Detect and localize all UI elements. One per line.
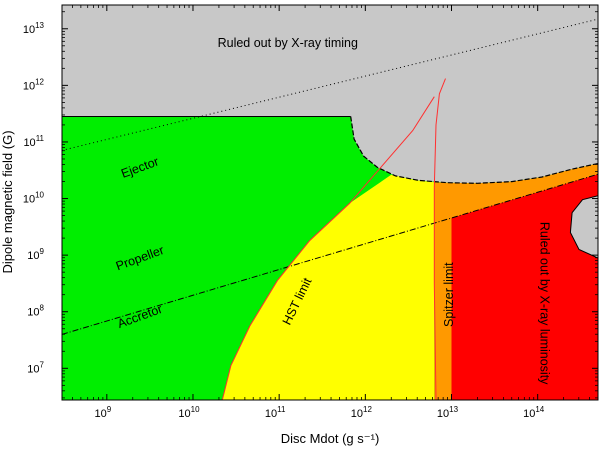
x-tick-label: 1010 xyxy=(178,405,200,420)
annotation-label: Spitzer limit xyxy=(442,262,456,327)
bowl-boundary xyxy=(350,116,598,184)
region-excluded-notch xyxy=(570,195,598,258)
plot-area xyxy=(62,5,598,400)
line-propeller_accretor xyxy=(62,173,598,335)
y-tick-label: 107 xyxy=(27,360,44,375)
y-tick-label: 109 xyxy=(27,247,44,262)
region-yellow xyxy=(222,174,435,400)
x-axis-title: Disc Mdot (g s⁻¹) xyxy=(281,431,380,446)
plot-frame xyxy=(61,4,599,401)
y-tick-label: 1010 xyxy=(23,191,45,206)
y-tick-label: 1011 xyxy=(23,134,44,149)
annotation-label: Ruled out by X-ray timing xyxy=(218,36,358,50)
x-tick-label: 1011 xyxy=(265,405,286,420)
y-tick-label: 1013 xyxy=(23,21,45,36)
x-tick-label: 1013 xyxy=(437,405,459,420)
x-tick-label: 109 xyxy=(94,405,111,420)
notch-boundary xyxy=(569,195,598,259)
y-tick-label: 108 xyxy=(27,304,44,319)
annotation-label: Ruled out by X-ray luminosity xyxy=(537,222,551,385)
axis-ticks xyxy=(62,5,599,400)
x-tick-label: 1014 xyxy=(523,405,545,420)
x-tick-label: 1012 xyxy=(351,405,373,420)
region-xray-luminosity xyxy=(451,174,598,400)
curve-hst_limit xyxy=(221,96,435,400)
curve-spitzer_limit xyxy=(433,78,446,400)
y-tick-label: 1012 xyxy=(23,77,45,92)
y-axis-title: Dipole magnetic field (G) xyxy=(0,130,15,273)
